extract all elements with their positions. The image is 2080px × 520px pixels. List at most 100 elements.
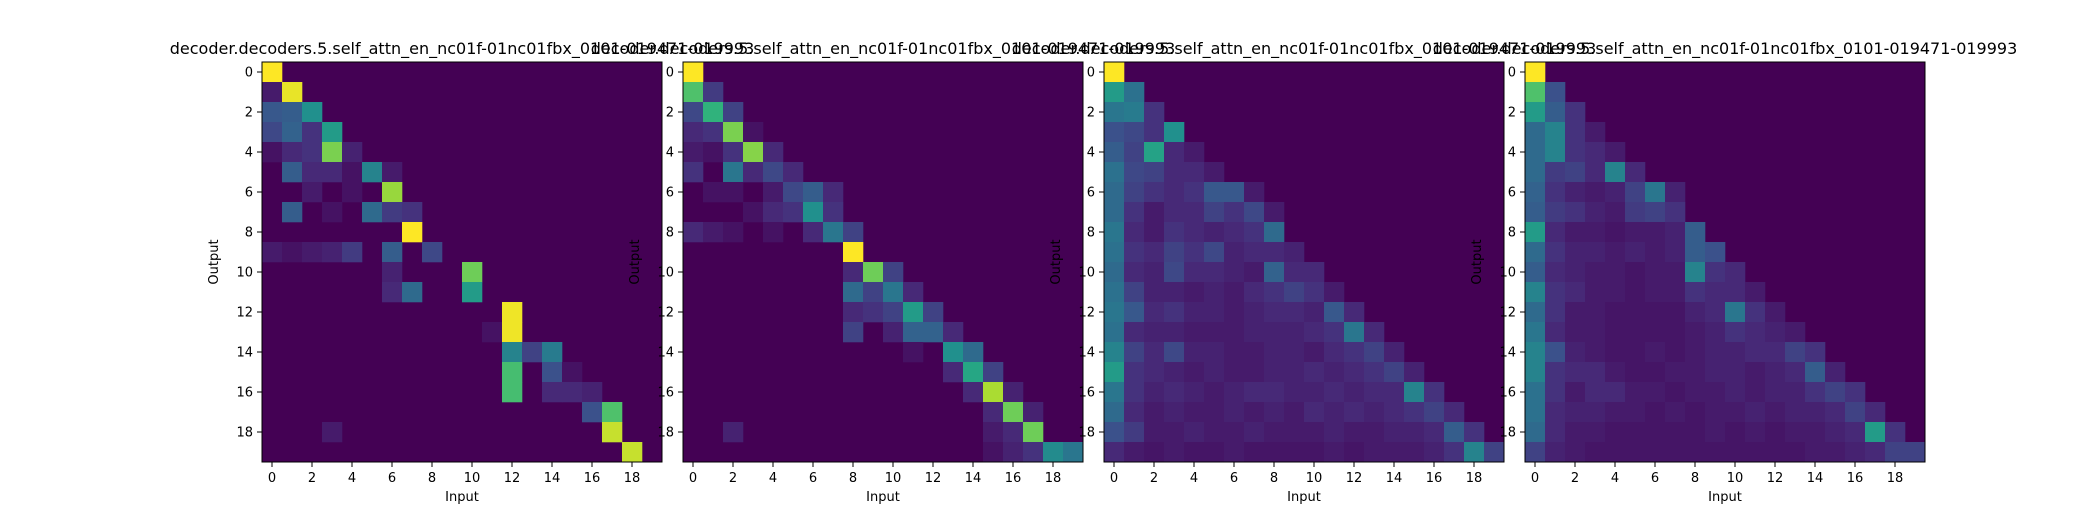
heatmap-cell (963, 362, 984, 383)
heatmap-cell (1144, 142, 1165, 163)
heatmap-cell (1525, 102, 1546, 123)
x-tick-label: 8 (1691, 471, 1699, 486)
heatmap-cell (1264, 202, 1285, 223)
heatmap-cell (843, 322, 864, 343)
heatmap-cell (1023, 442, 1044, 463)
heatmap-cell (1565, 262, 1586, 283)
x-tick-label: 14 (544, 471, 561, 486)
heatmap-cell (1284, 282, 1305, 303)
heatmap-cell (282, 102, 303, 123)
x-tick-label: 14 (1386, 471, 1403, 486)
heatmap-cell (1545, 202, 1566, 223)
heatmap-cell (1144, 442, 1165, 463)
heatmap-cell (422, 242, 443, 263)
heatmap-cell (1525, 122, 1546, 143)
x-axis-label: Input (866, 490, 900, 505)
heatmap-cell (1905, 442, 1926, 463)
heatmap-cell (1124, 222, 1145, 243)
heatmap-cell (983, 422, 1004, 443)
x-tick-label: 2 (1571, 471, 1579, 486)
heatmap-cell (1665, 222, 1686, 243)
heatmap-cell (1184, 182, 1205, 203)
heatmap-cell (1104, 262, 1125, 283)
heatmap-cell (282, 202, 303, 223)
heatmap-cell (1565, 282, 1586, 303)
heatmap-cell (1765, 382, 1786, 403)
heatmap-cell (1845, 422, 1866, 443)
heatmap-cell (1805, 442, 1826, 463)
heatmap-cell (1645, 222, 1666, 243)
heatmap-cell (723, 102, 744, 123)
heatmap-cell (1585, 282, 1606, 303)
heatmap-cell (763, 202, 784, 223)
x-tick-label: 0 (268, 471, 276, 486)
heatmap-cell (1184, 322, 1205, 343)
heatmap-cell (763, 182, 784, 203)
heatmap-cell (1825, 442, 1846, 463)
heatmap-cell (1745, 442, 1766, 463)
heatmap-cell (342, 142, 363, 163)
heatmap-cell (1525, 362, 1546, 383)
heatmap-cell (963, 342, 984, 363)
heatmap-cell (1224, 202, 1245, 223)
heatmap-cell (983, 362, 1004, 383)
heatmap-cell (322, 202, 343, 223)
heatmap-cell (402, 282, 423, 303)
x-tick-label: 16 (584, 471, 601, 486)
heatmap-cell (1144, 362, 1165, 383)
heatmap-cell (322, 142, 343, 163)
heatmap-cell (1525, 442, 1546, 463)
x-tick-label: 0 (689, 471, 697, 486)
heatmap-cell (1104, 222, 1125, 243)
heatmap-cell (1665, 262, 1686, 283)
heatmap-cell (1304, 302, 1325, 323)
heatmap-cell (923, 302, 944, 323)
heatmap-cell (1164, 222, 1185, 243)
heatmap-cell (1384, 382, 1405, 403)
heatmap-cell (1164, 122, 1185, 143)
heatmap-cell (1244, 322, 1265, 343)
heatmap-cell (903, 302, 924, 323)
heatmap-cell (943, 362, 964, 383)
heatmap-cell (1224, 362, 1245, 383)
heatmap-cell (1104, 82, 1125, 103)
y-axis-label: Output (1470, 239, 1485, 284)
chart-title: decoder.decoders.5.self_attn_en_nc01f-01… (170, 39, 755, 59)
heatmap-cell (362, 162, 383, 183)
heatmap-cell (1324, 362, 1345, 383)
heatmap-cell (1605, 322, 1626, 343)
heatmap-cell (723, 142, 744, 163)
heatmap-cell (1244, 222, 1265, 243)
heatmap-cell (1605, 262, 1626, 283)
y-tick-label: 12 (236, 306, 253, 321)
chart-title: decoder.decoders.5.self_attn_en_nc01f-01… (1012, 39, 1597, 59)
heatmap-cell (1745, 282, 1766, 303)
heatmap-cell (823, 222, 844, 243)
heatmap-cell (1164, 182, 1185, 203)
heatmap-cell (1124, 202, 1145, 223)
heatmap-cell (322, 122, 343, 143)
heatmap-cell (1244, 242, 1265, 263)
y-tick-label: 16 (1499, 386, 1516, 401)
heatmap-cell (1545, 362, 1566, 383)
heatmap-cell (1304, 282, 1325, 303)
heatmap-cell (1565, 402, 1586, 423)
axes-frame (1103, 61, 1505, 463)
heatmap-cell (382, 282, 403, 303)
heatmap-cell (382, 262, 403, 283)
heatmap-cell (1525, 322, 1546, 343)
x-tick-label: 16 (1847, 471, 1864, 486)
heatmap-cell (1244, 442, 1265, 463)
heatmap-cell (1023, 422, 1044, 443)
heatmap-cell (1585, 222, 1606, 243)
heatmap-cell (1825, 362, 1846, 383)
heatmap-cell (1705, 382, 1726, 403)
heatmap-cell (1765, 402, 1786, 423)
heatmap-cell (1625, 342, 1646, 363)
heatmap-cell (703, 102, 724, 123)
heatmap-cell (1144, 322, 1165, 343)
heatmap-cell (1184, 382, 1205, 403)
heatmap-cell (723, 122, 744, 143)
x-tick-label: 16 (1426, 471, 1443, 486)
